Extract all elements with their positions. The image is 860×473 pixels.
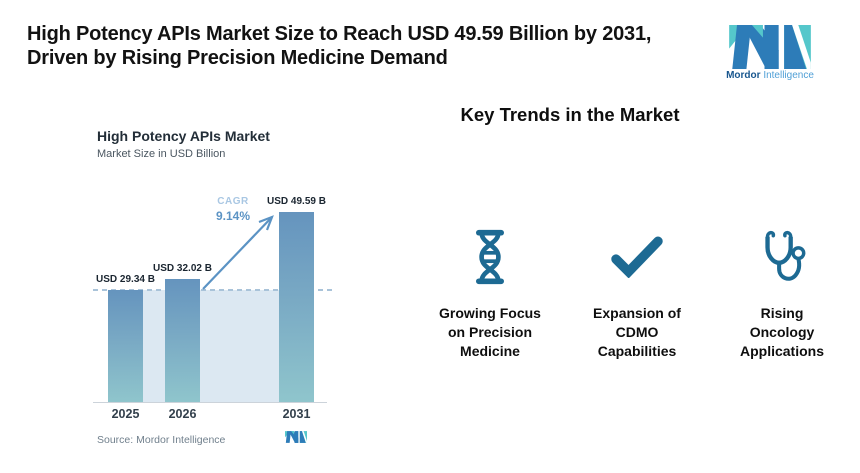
bar-2031 (279, 212, 314, 402)
cagr-label: CAGR (217, 196, 249, 207)
cagr-annotation: CAGR 9.14% (193, 196, 273, 222)
market-size-chart: High Potency APIs Market Market Size in … (75, 110, 375, 460)
x-axis-label: 2025 (111, 407, 140, 421)
brand-name-bold: Mordor (726, 70, 761, 81)
trend-label: Growing Focus on Precision Medicine (439, 305, 541, 359)
trend-item-precision-medicine: Growing Focus on Precision Medicine (410, 226, 570, 361)
bar-chart-plot: CAGR 9.14% USD 29.34 B 2025 USD 32.02 B 202… (93, 196, 345, 421)
x-axis-label: 2031 (282, 407, 311, 421)
x-axis-label: 2026 (168, 407, 197, 421)
trend-label: Expansion of CDMO Capabilities (593, 305, 681, 359)
trend-label: Rising Oncology Applications (739, 305, 824, 359)
brand-name: Mordor Intelligence (726, 70, 814, 81)
brand-logo: Mordor Intelligence (726, 25, 814, 81)
mordor-mini-logo-icon (285, 431, 307, 443)
bar-value-label: USD 49.59 B (267, 196, 326, 207)
source-note: Source: Mordor Intelligence (97, 434, 226, 446)
chart-title: High Potency APIs Market (97, 128, 270, 144)
bar-value-label: USD 29.34 B (96, 274, 155, 285)
brand-name-light: Intelligence (763, 70, 814, 81)
cagr-arrow-icon (202, 215, 274, 290)
stethoscope-icon (702, 226, 860, 288)
trends-heading: Key Trends in the Market (460, 104, 680, 125)
bar-2026 (165, 279, 200, 402)
chart-subtitle: Market Size in USD Billion (97, 148, 226, 160)
bar-value-label: USD 32.02 B (153, 263, 212, 274)
dna-icon (410, 226, 570, 288)
x-axis-line (93, 402, 327, 403)
cagr-value: 9.14% (215, 209, 251, 223)
trend-item-cdmo: Expansion of CDMO Capabilities (557, 226, 717, 361)
check-icon (557, 226, 717, 288)
page-title-line1: High Potency APIs Market Size to Reach U… (27, 23, 652, 45)
page-title-line2: Driven by Rising Precision Medicine Dema… (27, 47, 448, 69)
mordor-logo-icon (729, 25, 811, 69)
page-title: High Potency APIs Market Size to Reach U… (27, 22, 707, 70)
trend-item-oncology: Rising Oncology Applications (702, 226, 860, 361)
bar-2025 (108, 290, 143, 402)
